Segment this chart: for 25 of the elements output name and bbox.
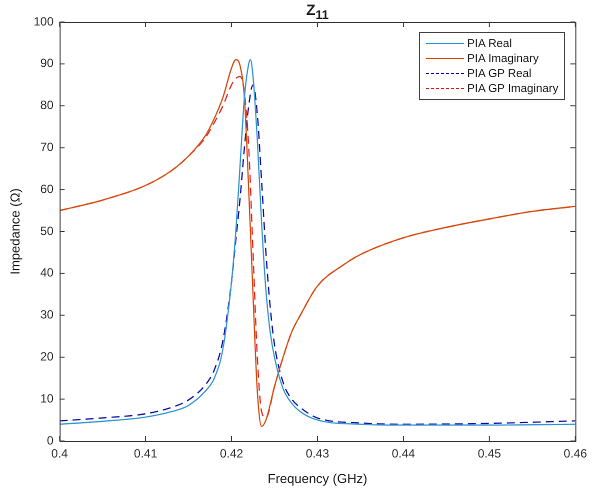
legend-label: PIA Imaginary xyxy=(467,52,539,64)
y-tick-label: 0 xyxy=(46,433,54,448)
x-tick-label: 0.45 xyxy=(478,446,502,461)
x-tick-label: 0.43 xyxy=(306,446,330,461)
x-tick-label: 0.41 xyxy=(134,446,158,461)
y-tick-label: 90 xyxy=(40,56,54,70)
y-tick-label: 20 xyxy=(40,350,54,364)
legend-label: PIA GP Imaginary xyxy=(467,82,558,94)
y-axis-title: Impedance (Ω) xyxy=(7,188,22,275)
legend-label: PIA GP Real xyxy=(467,68,532,80)
y-tick-label: 80 xyxy=(40,98,54,112)
chart-title: Z$_{11}$ xyxy=(305,2,330,22)
y-tick-label: 30 xyxy=(40,308,54,322)
x-axis-title: Frequency (GHz) xyxy=(268,470,368,486)
y-tick-label: 100 xyxy=(34,14,54,28)
x-tick-label: 0.42 xyxy=(220,446,244,461)
y-tick-label: 40 xyxy=(40,266,54,280)
y-tick-label: 70 xyxy=(40,140,54,154)
legend-label: PIA Real xyxy=(467,38,512,50)
x-tick-label: 0.44 xyxy=(392,446,416,461)
y-tick-label: 10 xyxy=(40,391,54,406)
y-tick-label: 50 xyxy=(40,224,54,238)
x-tick-label: 0.4 xyxy=(51,446,68,461)
x-tick-label: 0.46 xyxy=(564,446,588,461)
y-tick-label: 60 xyxy=(40,182,54,196)
